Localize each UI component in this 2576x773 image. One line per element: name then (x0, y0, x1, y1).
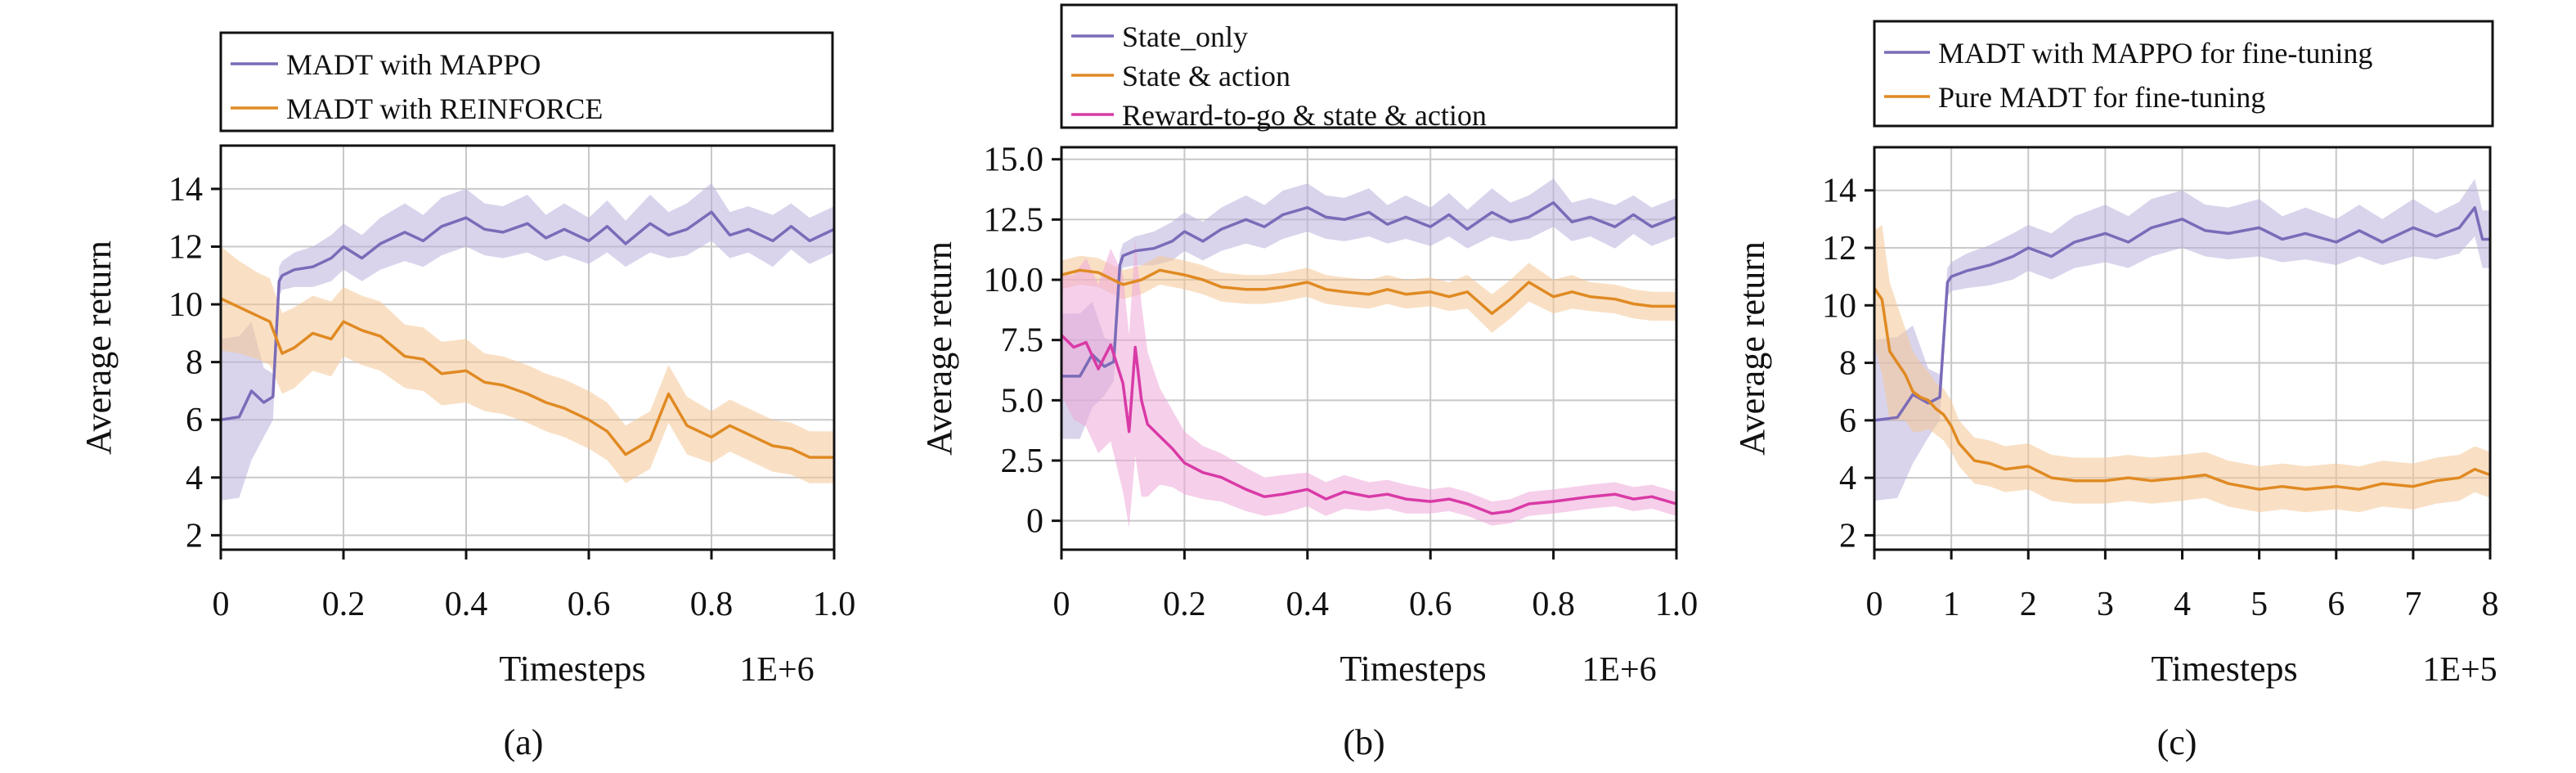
x-tick-label: 0.4 (1286, 586, 1330, 623)
y-tick-label: 0 (1026, 503, 1043, 541)
y-tick-label: 2 (1839, 517, 1856, 555)
y-tick-label: 8 (1839, 345, 1856, 383)
x-tick-label: 0.2 (1163, 586, 1206, 623)
x-tick-label: 1.0 (1655, 586, 1699, 623)
x-axis-multiplier: 1E+5 (2422, 651, 2497, 689)
series-band-c-0 (1874, 178, 2490, 501)
panel-caption: (b) (1343, 722, 1384, 762)
legend-entry: Reward-to-go & state & action (1122, 99, 1487, 132)
y-tick-label: 12 (1822, 230, 1856, 267)
y-tick-label: 4 (1839, 460, 1856, 497)
x-tick-label: 8 (2482, 586, 2499, 623)
series-band-b-2 (1061, 239, 1676, 528)
y-tick-label: 7.5 (1001, 322, 1044, 360)
x-tick-label: 4 (2174, 586, 2191, 623)
series-line-b-1 (1061, 268, 1676, 316)
plot-frame (1060, 146, 1678, 551)
chart-panel-b: 0 0.2 0.4 0.6 0.8 1.0 0 2.5 5.0 7.5 10.0 12.5 15.0 Ti… (919, 3, 1699, 762)
x-axis-label: Timesteps (2151, 649, 2297, 689)
y-tick-label: 2 (186, 517, 203, 555)
series-line-b-2 (1060, 334, 1677, 515)
y-tick-label: 5.0 (1001, 382, 1044, 420)
x-tick-label: 0 (213, 586, 230, 623)
y-tick-label: 15.0 (984, 142, 1044, 179)
x-axis-multiplier: 1E+6 (1582, 651, 1656, 689)
series-line-b-0 (1061, 201, 1677, 378)
x-axis-label: Timesteps (499, 649, 645, 689)
panel-caption: (a) (504, 722, 544, 762)
y-axis-label: Average return (1732, 241, 1772, 456)
x-axis-multiplier: 1E+6 (739, 651, 814, 689)
x-tick-label: 0.8 (690, 586, 734, 623)
y-tick-label: 10.0 (984, 262, 1044, 299)
plot-frame (219, 144, 836, 551)
x-axis-label: Timesteps (1340, 649, 1486, 689)
y-tick-label: 6 (186, 402, 203, 439)
y-tick-label: 6 (1839, 402, 1856, 440)
panel-caption: (c) (2157, 722, 2197, 762)
legend: MADT with MAPPO for fine-tuning Pure MADT… (1873, 20, 2494, 128)
x-tick-label: 0.6 (568, 586, 611, 623)
y-tick-label: 12 (168, 229, 203, 267)
x-tick-label: 5 (2251, 586, 2268, 623)
series-band-a-0 (221, 182, 834, 501)
x-tick-label: 0.4 (445, 586, 488, 623)
y-tick-label: 10 (168, 286, 203, 324)
legend-entry: MADT with REINFORCE (286, 92, 603, 125)
y-tick-label: 12.5 (984, 201, 1044, 239)
y-tick-label: 10 (1822, 287, 1856, 325)
x-tick-label: 0.2 (322, 586, 366, 623)
y-tick-label: 8 (186, 344, 203, 382)
series-line-a-0 (220, 210, 835, 421)
x-tick-label: 0.6 (1409, 586, 1452, 623)
chart-panel-a: 0 0.2 0.4 0.6 0.8 1.0 2 4 6 8 10 12 14 Timesteps 1E+6 A… (79, 31, 856, 762)
legend-box (1060, 3, 1678, 129)
series-band-b-0 (1061, 178, 1676, 439)
legend: MADT with MAPPO MADT with REINFORCE (219, 31, 834, 133)
x-tick-label: 1.0 (813, 586, 856, 623)
x-tick-label: 2 (2020, 586, 2037, 623)
y-axis-label: Average return (919, 241, 959, 456)
x-tick-label: 3 (2097, 586, 2114, 623)
legend-box (1873, 20, 2494, 128)
legend-entry: State & action (1122, 60, 1290, 92)
legend-entry: Pure MADT for fine-tuning (1938, 81, 2265, 114)
series-line-c-0 (1874, 206, 2490, 422)
legend: State_only State & action Reward-to-go & s… (1060, 3, 1678, 132)
y-axis-label: Average return (79, 240, 119, 455)
x-tick-label: 7 (2404, 586, 2421, 623)
x-tick-label: 0 (1053, 586, 1070, 623)
series-line-c-1 (1873, 287, 2491, 491)
y-tick-label: 14 (1822, 173, 1856, 210)
legend-box (219, 31, 834, 133)
x-tick-label: 0.8 (1532, 586, 1575, 623)
legend-entry: State_only (1122, 20, 1248, 53)
series-line-a-1 (220, 297, 834, 459)
x-tick-label: 0 (1866, 586, 1883, 623)
legend-entry: MADT with MAPPO (286, 48, 541, 81)
y-tick-label: 4 (186, 460, 203, 497)
x-tick-label: 6 (2327, 586, 2345, 623)
y-tick-label: 14 (168, 171, 203, 209)
y-tick-label: 2.5 (1001, 443, 1044, 480)
legend-entry: MADT with MAPPO for fine-tuning (1938, 37, 2372, 70)
x-tick-label: 1 (1943, 586, 1960, 623)
series-band-a-1 (221, 246, 834, 483)
